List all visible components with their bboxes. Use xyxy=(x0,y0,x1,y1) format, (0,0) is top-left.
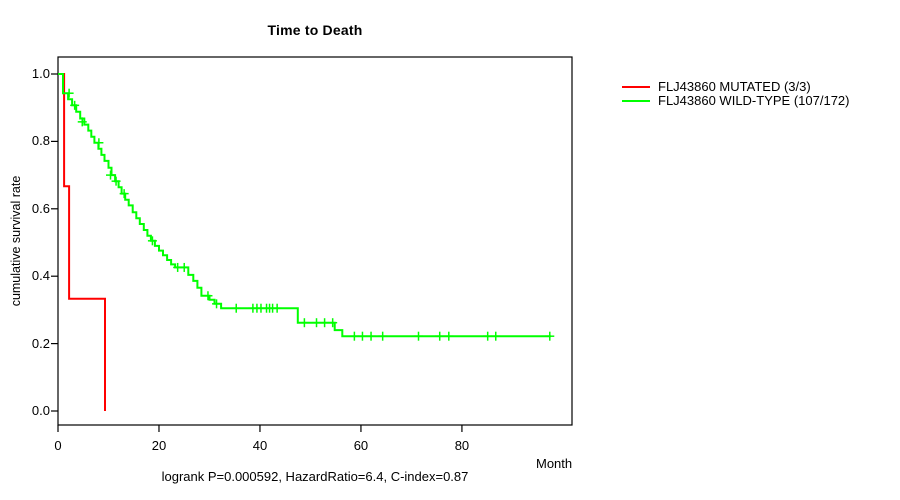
legend: FLJ43860 MUTATED (3/3) FLJ43860 WILD-TYP… xyxy=(622,80,849,108)
survival-curve-0 xyxy=(58,73,106,411)
x-tick-label: 80 xyxy=(454,438,470,453)
y-tick-label: 0.6 xyxy=(31,200,50,216)
y-tick-label: 0.0 xyxy=(31,403,50,418)
x-axis-title: Month xyxy=(536,456,573,471)
legend-item-mutated: FLJ43860 MUTATED (3/3) xyxy=(622,80,849,94)
y-tick-label: 1.0 xyxy=(31,66,50,81)
logrank-annotation: logrank P=0.000592, HazardRatio=6.4, C-i… xyxy=(161,469,469,484)
x-tick-label: 20 xyxy=(151,438,167,453)
wildtype-line-swatch xyxy=(622,100,650,102)
chart-title: Time to Death xyxy=(267,22,363,38)
y-tick-label: 0.4 xyxy=(31,268,50,284)
x-tick-label: 0 xyxy=(54,438,62,453)
x-tick-label: 60 xyxy=(353,438,369,453)
legend-label-wildtype: FLJ43860 WILD-TYPE (107/172) xyxy=(658,93,850,108)
y-tick-label: 0.2 xyxy=(31,335,50,351)
plot-box xyxy=(57,56,573,426)
legend-label-mutated: FLJ43860 MUTATED (3/3) xyxy=(658,79,811,94)
legend-item-wildtype: FLJ43860 WILD-TYPE (107/172) xyxy=(622,94,849,108)
mutated-line-swatch xyxy=(622,86,650,88)
y-tick-label: 0.8 xyxy=(31,133,50,149)
survival-curve-1 xyxy=(58,73,551,338)
x-tick-label: 40 xyxy=(252,438,268,453)
